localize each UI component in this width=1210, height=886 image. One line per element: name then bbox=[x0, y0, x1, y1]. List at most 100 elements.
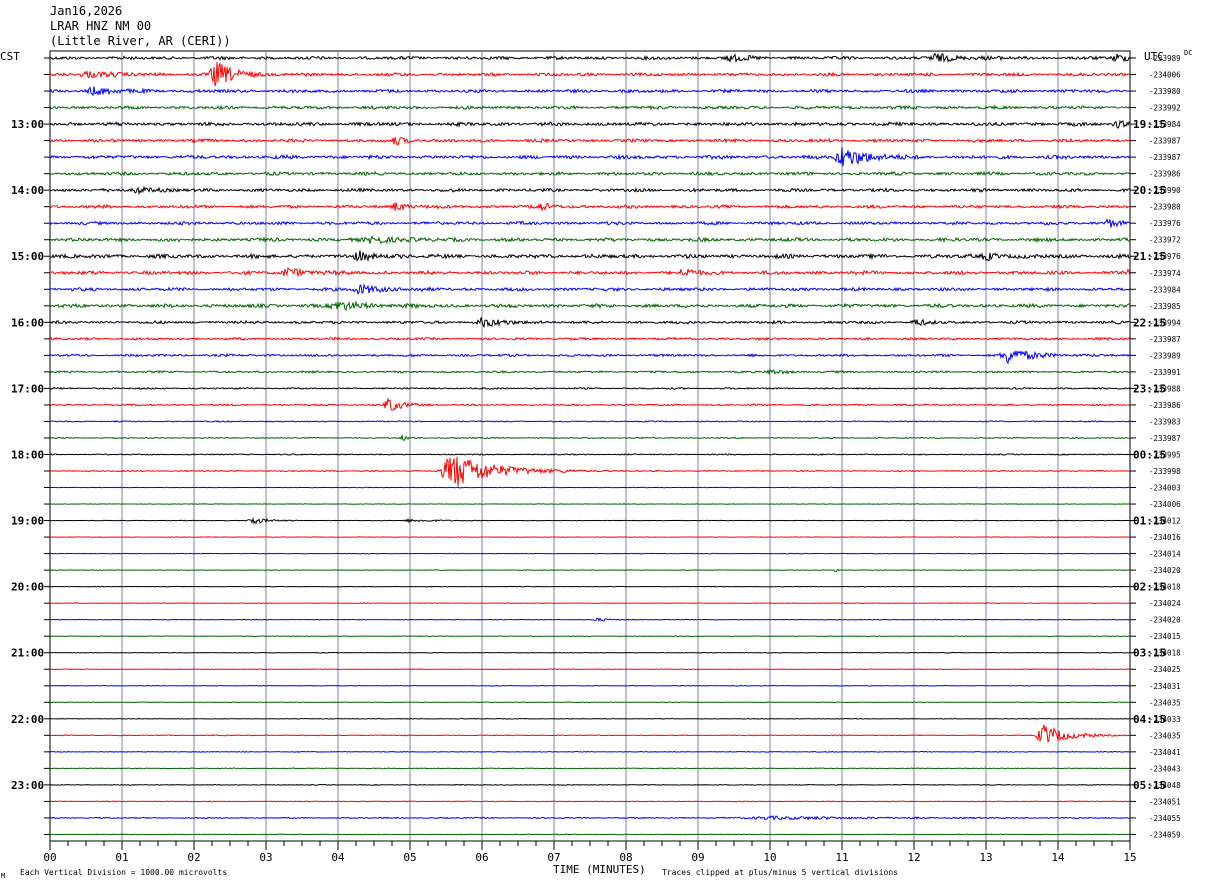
dc-offset-label: -233986 bbox=[1149, 401, 1181, 410]
left-hour-label: 14:00 bbox=[11, 184, 44, 197]
dc-offset-label: -234059 bbox=[1149, 830, 1181, 839]
x-tick-label: 01 bbox=[115, 851, 128, 864]
date-label: Jan16,2026 bbox=[50, 4, 123, 18]
dc-offset-label: -234024 bbox=[1149, 599, 1181, 608]
dc-offset-label: -233983 bbox=[1149, 417, 1181, 426]
right-hour-label: 05:15 bbox=[1133, 779, 1166, 792]
dc-offset-label: -234035 bbox=[1149, 698, 1181, 707]
trace-row bbox=[49, 300, 1131, 311]
dc-offset-label: -234048 bbox=[1149, 781, 1181, 790]
x-tick-label: 05 bbox=[403, 851, 416, 864]
trace-row bbox=[49, 104, 1131, 111]
dc-offset-label: -234014 bbox=[1149, 550, 1181, 559]
dc-offset-label: -233980 bbox=[1149, 203, 1181, 212]
trace-row bbox=[49, 635, 1131, 638]
plot-frame bbox=[49, 50, 1131, 842]
trace-row bbox=[49, 136, 1131, 146]
trace-row bbox=[49, 503, 1131, 505]
right-timezone-label: UTC bbox=[1144, 50, 1164, 63]
trace-row bbox=[49, 217, 1131, 228]
dc-offset-label: -234006 bbox=[1149, 500, 1181, 509]
dc-offset-label: -234033 bbox=[1149, 715, 1181, 724]
dc-offset-label: -233986 bbox=[1149, 170, 1181, 179]
trace-row bbox=[49, 486, 1131, 489]
dc-offset-label: -234015 bbox=[1149, 632, 1181, 641]
left-hour-label: 20:00 bbox=[11, 581, 44, 594]
right-hour-label: 02:15 bbox=[1133, 581, 1166, 594]
trace-row bbox=[49, 336, 1131, 342]
right-hour-label: 03:15 bbox=[1133, 647, 1166, 660]
trace-row bbox=[49, 433, 1131, 441]
dc-offset-label: -233989 bbox=[1149, 351, 1181, 360]
trace-row bbox=[49, 368, 1131, 375]
trace-row bbox=[49, 52, 1131, 63]
trace-row bbox=[49, 397, 1131, 411]
dc-offset-label: -233995 bbox=[1149, 450, 1181, 459]
trace-row bbox=[49, 684, 1131, 687]
x-tick-label: 10 bbox=[763, 851, 776, 864]
trace-row bbox=[49, 147, 1131, 167]
dc-offset-label: -233976 bbox=[1149, 252, 1181, 261]
trace-row bbox=[49, 86, 1131, 97]
dc-offset-label: -233987 bbox=[1149, 137, 1181, 146]
trace-row bbox=[49, 119, 1131, 129]
trace-row bbox=[49, 456, 1131, 487]
dc-offset-label: -233988 bbox=[1149, 384, 1181, 393]
trace-row bbox=[49, 668, 1131, 671]
trace-row bbox=[49, 317, 1131, 329]
dc-offset-label: -234035 bbox=[1149, 731, 1181, 740]
dc-offset-label: -233994 bbox=[1149, 318, 1181, 327]
station-label: LRAR HNZ NM 00 bbox=[50, 19, 152, 33]
right-hour-label: 22:15 bbox=[1133, 316, 1166, 329]
x-tick-label: 06 bbox=[475, 851, 488, 864]
location-label: (Little River, AR (CERI)) bbox=[50, 34, 231, 48]
x-tick-label: 07 bbox=[547, 851, 560, 864]
x-tick-label: 03 bbox=[259, 851, 272, 864]
left-timezone-label: CST bbox=[0, 50, 20, 63]
x-tick-label: 09 bbox=[691, 851, 704, 864]
left-hour-label: 15:00 bbox=[11, 250, 44, 263]
dc-offset-label: -234041 bbox=[1149, 748, 1181, 757]
dc-offset-label: -234025 bbox=[1149, 665, 1181, 674]
x-tick-label: 04 bbox=[331, 851, 345, 864]
trace-row bbox=[49, 568, 1131, 573]
trace-row bbox=[49, 202, 1131, 211]
dc-offset-label: -234031 bbox=[1149, 682, 1181, 691]
dc-offset-label: -234051 bbox=[1149, 797, 1181, 806]
dc-offset-label: -234020 bbox=[1149, 616, 1181, 625]
trace-row bbox=[49, 235, 1131, 245]
trace-row bbox=[49, 617, 1131, 622]
dc-offset-label: -234055 bbox=[1149, 814, 1181, 823]
trace-row bbox=[49, 724, 1131, 743]
dc-offset-label: -233990 bbox=[1149, 186, 1181, 195]
right-hour-label: 23:15 bbox=[1133, 382, 1166, 395]
trace-row bbox=[49, 350, 1131, 365]
dc-label: DC bbox=[1184, 49, 1193, 57]
dc-offset-label: -233985 bbox=[1149, 302, 1181, 311]
trace-row bbox=[49, 651, 1131, 654]
dc-offset-label: -233980 bbox=[1149, 87, 1181, 96]
dc-offset-label: -233992 bbox=[1149, 104, 1181, 113]
trace-row bbox=[49, 783, 1131, 786]
trace-row bbox=[49, 266, 1131, 278]
dc-offset-label: -234006 bbox=[1149, 71, 1181, 80]
trace-row bbox=[49, 552, 1131, 555]
trace-row bbox=[49, 517, 1131, 525]
right-hour-label: 04:15 bbox=[1133, 713, 1166, 726]
right-hour-label: 19:15 bbox=[1133, 118, 1166, 131]
left-hour-label: 17:00 bbox=[11, 382, 44, 395]
trace-row bbox=[49, 815, 1131, 821]
trace-row bbox=[49, 185, 1131, 196]
dc-offset-label: -234016 bbox=[1149, 533, 1181, 542]
dc-offset-label: -233987 bbox=[1149, 434, 1181, 443]
dc-offset-label: -233976 bbox=[1149, 219, 1181, 228]
x-tick-label: 11 bbox=[835, 851, 848, 864]
dc-offset-label: -233972 bbox=[1149, 236, 1181, 245]
left-hour-label: 23:00 bbox=[11, 779, 44, 792]
trace-row bbox=[49, 420, 1131, 423]
dc-offset-label: -233989 bbox=[1149, 54, 1181, 63]
trace-row bbox=[49, 453, 1131, 456]
right-hour-label: 01:15 bbox=[1133, 515, 1166, 528]
right-hour-label: 21:15 bbox=[1133, 250, 1166, 263]
